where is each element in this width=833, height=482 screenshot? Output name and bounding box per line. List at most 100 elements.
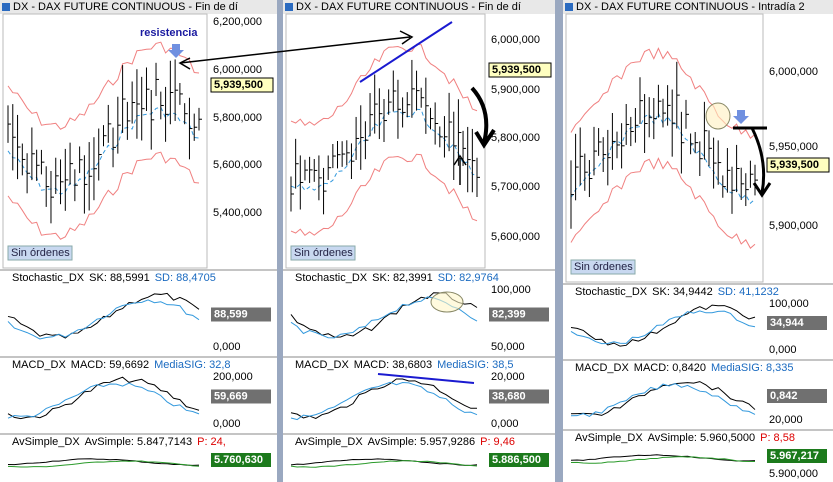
indicator-value-box: [211, 389, 271, 404]
indicator-name: MACD_DX: [12, 359, 66, 371]
indicator-field: SK: 88,5991: [89, 272, 150, 284]
indicator-value-box: [489, 307, 549, 322]
indicator-value: 59,669: [214, 390, 248, 402]
highlight: [430, 291, 464, 313]
price-axis-label: 5,900,000: [491, 84, 540, 96]
hand-arrow: [733, 126, 772, 198]
indicator-value: 82,399: [492, 308, 526, 320]
price-axis-label: 5,400,000: [213, 207, 262, 219]
indicator-field: AvSimple: 5.960,5000: [648, 432, 755, 444]
indicator-field: P: 24,: [197, 436, 226, 448]
indicator-value: 38,680: [492, 390, 526, 402]
window-title: DX - DAX FUTURE CONTINUOUS - Intradía 2: [576, 1, 805, 13]
indicator-value-box: [211, 307, 271, 322]
indicator-axis-label: 100,000: [491, 284, 531, 296]
window-title: DX - DAX FUTURE CONTINUOUS - Fin de dí: [296, 1, 521, 13]
splitter: [555, 0, 563, 482]
signal-line: [290, 381, 478, 421]
average-line: [7, 106, 200, 195]
indicator-field: MediaSIG: 38,5: [437, 359, 513, 371]
indicator-axis-label: 0,000: [491, 418, 519, 430]
orders-label: Sin órdenes: [574, 261, 633, 273]
indicator-axis-label: 0,000: [769, 344, 797, 356]
average-line: [290, 460, 478, 468]
indicator-axis-label: 0,000: [213, 418, 241, 430]
indicator-value-box: [767, 389, 827, 403]
average-line: [290, 458, 478, 466]
indicator-field: SD: 41,1232: [718, 286, 779, 298]
chart-frame: [565, 13, 764, 283]
indicator-field: P: 9,46: [480, 436, 515, 448]
indicator-axis-label: 5.900,000: [769, 468, 818, 480]
title-bar: [283, 0, 555, 14]
annotation: resistencia: [140, 27, 198, 39]
trend-line: [377, 373, 475, 384]
window-icon: [285, 3, 293, 11]
chart-frame: [2, 13, 208, 269]
orders-badge: [570, 259, 636, 275]
indicator-field: SD: 82,9764: [438, 272, 499, 284]
indicator-axis-label: 200,000: [213, 371, 253, 383]
indicator-name: MACD_DX: [295, 359, 349, 371]
indicator-value-box: [767, 449, 827, 463]
indicator-line: [570, 304, 756, 347]
hand-arrow: [470, 86, 496, 149]
indicator-field: MediaSIG: 32,8: [154, 359, 230, 371]
hand-arrow: [453, 154, 467, 185]
indicator-value-box: [489, 453, 549, 467]
indicator-name: AvSimple_DX: [575, 432, 643, 444]
indicator-field: SK: 34,9442: [652, 286, 713, 298]
indicator-value-box: [767, 316, 827, 330]
orders-label: Sin órdenes: [294, 247, 353, 259]
title-bar: [0, 0, 277, 14]
hand-arrow: [178, 30, 414, 70]
indicator-name: AvSimple_DX: [12, 436, 80, 448]
splitter: [277, 0, 283, 482]
last-price-box: [766, 157, 830, 173]
average-line: [7, 460, 200, 468]
indicator-field: MediaSIG: 8,335: [711, 362, 794, 374]
indicator-axis-label: 100,000: [769, 298, 809, 310]
average-line: [570, 456, 756, 464]
last-price-box: [488, 62, 552, 78]
indicator-line: [290, 378, 478, 419]
price-axis-label: 5,700,000: [491, 181, 540, 193]
signal-line: [7, 382, 200, 419]
average-line: [570, 454, 756, 462]
indicator-field: AvSimple: 5.847,7143: [85, 436, 192, 448]
indicator-line: [7, 292, 200, 339]
orders-badge: [7, 245, 73, 261]
indicator-value: 5.760,630: [214, 454, 263, 466]
window-title: DX - DAX FUTURE CONTINUOUS - Fin de dí: [13, 1, 238, 13]
upper-band: [290, 43, 478, 126]
indicator-value: 5.886,500: [492, 454, 541, 466]
lower-band: [290, 153, 478, 236]
marker-arrow: [733, 110, 749, 124]
indicator-value: 5.967,217: [770, 450, 819, 462]
signal-line: [570, 310, 756, 345]
indicator-field: P: 8,58: [760, 432, 795, 444]
indicator-field: SK: 82,3991: [372, 272, 433, 284]
signal-line: [7, 299, 200, 340]
orders-badge: [290, 245, 356, 261]
indicator-line: [570, 381, 756, 416]
indicator-axis-label: 20,000: [491, 371, 525, 383]
indicator-line: [7, 376, 200, 420]
upper-band: [7, 41, 200, 130]
indicator-value-box: [211, 453, 271, 467]
indicator-value: 0,842: [770, 390, 798, 402]
price-axis-label: 5,600,000: [491, 231, 540, 243]
indicator-axis-label: 50,000: [491, 341, 525, 353]
price-axis-label: 6,000,000: [213, 64, 262, 76]
indicator-name: Stochastic_DX: [295, 272, 368, 284]
indicator-name: MACD_DX: [575, 362, 629, 374]
average-line: [570, 112, 756, 204]
indicator-field: MACD: 0,8420: [634, 362, 706, 374]
indicator-axis-label: 20,000: [769, 414, 803, 426]
indicator-field: AvSimple: 5.957,9286: [368, 436, 475, 448]
trend-line: [359, 21, 453, 83]
lower-band: [7, 151, 200, 240]
indicator-name: Stochastic_DX: [12, 272, 85, 284]
